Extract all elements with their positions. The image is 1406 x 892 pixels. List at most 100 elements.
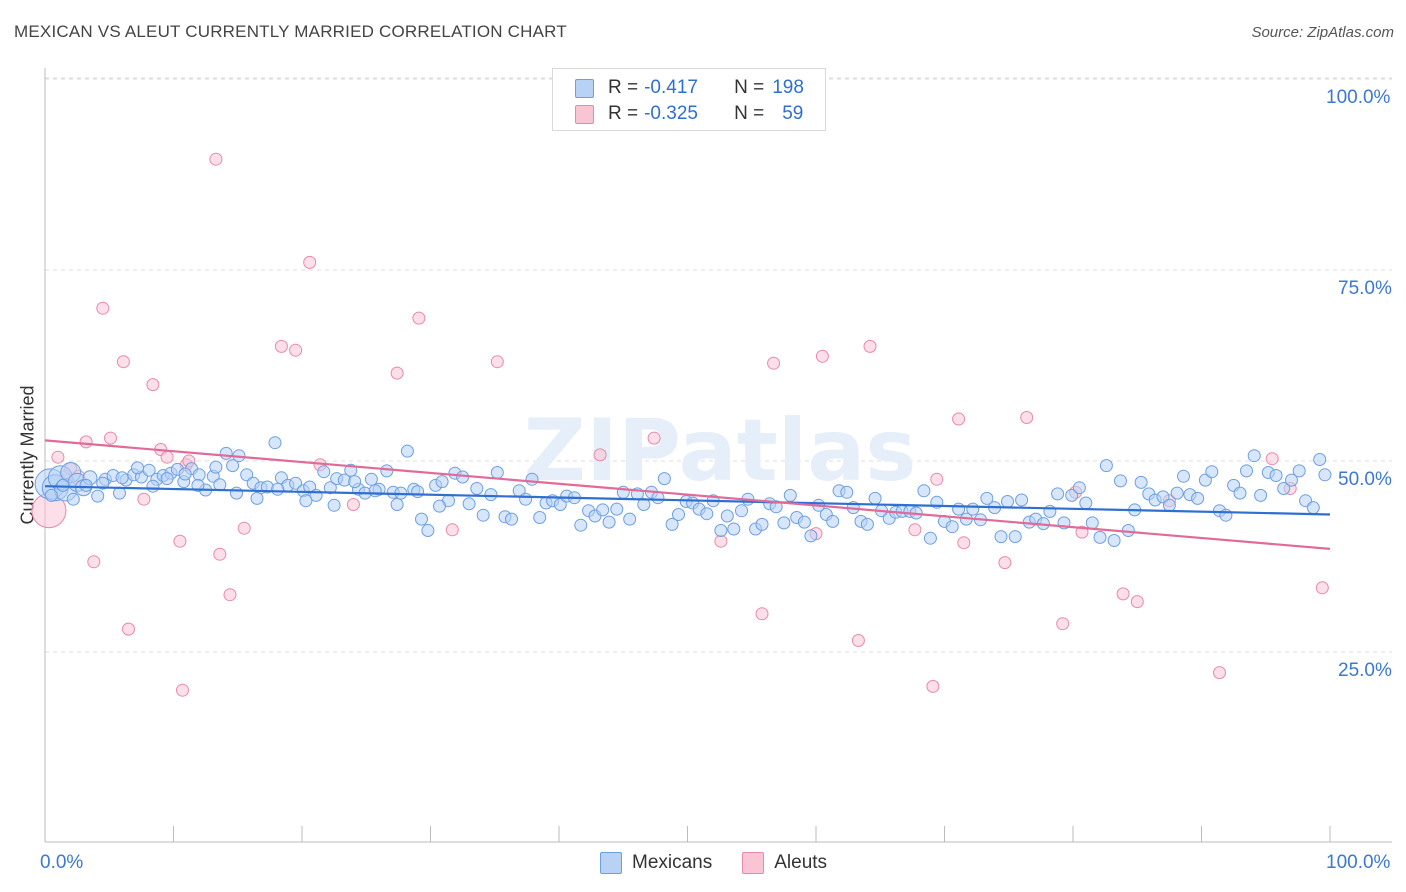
- mexican-point: [400, 444, 414, 458]
- stats-row-mexicans: R = -0.417 N = 198: [575, 75, 804, 101]
- mexican-point: [1093, 530, 1107, 544]
- mexican-point: [980, 491, 994, 505]
- mexican-point: [602, 515, 616, 529]
- aleut-point: [1265, 452, 1279, 466]
- mexican-point: [44, 488, 58, 502]
- aleut-point: [998, 556, 1012, 570]
- source-label: Source: ZipAtlas.com: [1251, 24, 1394, 41]
- aleut-point: [926, 679, 940, 693]
- mexican-point: [250, 491, 264, 505]
- mexican-point: [1114, 474, 1127, 488]
- aleut-point: [755, 607, 769, 621]
- mexican-point: [1205, 465, 1219, 479]
- y-tick-label-75: 75.0%: [1338, 278, 1392, 299]
- n-value-aleuts: 59: [782, 103, 804, 124]
- mexican-point: [1306, 501, 1320, 515]
- mexican-point: [1277, 482, 1291, 495]
- mexican-point: [657, 472, 671, 486]
- x-tick-label-min: 0.0%: [40, 852, 84, 873]
- mexican-point: [1107, 534, 1121, 547]
- aleut-point: [104, 431, 117, 445]
- mexican-point: [1191, 491, 1205, 505]
- mexican-point: [797, 515, 811, 529]
- aleut-point: [593, 448, 607, 462]
- mexican-point: [411, 485, 425, 499]
- mexican-point: [268, 436, 282, 450]
- mexican-point: [769, 500, 783, 514]
- y-tick-label-50: 50.0%: [1338, 469, 1392, 490]
- mexican-point: [1079, 496, 1093, 510]
- mexican-point: [327, 498, 341, 512]
- mexican-point: [178, 467, 192, 481]
- aleut-point: [1020, 411, 1034, 424]
- mexican-point: [1015, 493, 1029, 507]
- mexican-point: [191, 478, 205, 492]
- aleut-point: [390, 366, 404, 380]
- mexican-point: [226, 459, 240, 473]
- aleut-point: [209, 152, 223, 166]
- mexican-point: [390, 498, 404, 511]
- aleut-point: [223, 588, 237, 602]
- mexican-point: [623, 512, 637, 526]
- mexican-point: [490, 466, 504, 479]
- mexican-point: [364, 472, 378, 486]
- mexican-point: [1233, 486, 1247, 500]
- mexican-point: [735, 504, 748, 518]
- r-value-aleuts: -0.325: [644, 103, 698, 124]
- mexican-point: [720, 509, 734, 523]
- aleut-point: [176, 683, 189, 697]
- mexican-point: [1099, 459, 1113, 473]
- aleut-point: [957, 536, 971, 550]
- legend-swatch-aleuts: [742, 852, 765, 874]
- mexican-point: [289, 476, 303, 490]
- mexican-point: [1065, 488, 1079, 502]
- mexican-point: [91, 489, 105, 503]
- aleut-point: [445, 523, 459, 537]
- mexican-point: [777, 516, 791, 530]
- aleut-point: [1056, 617, 1070, 631]
- watermark: ZIPatlas: [524, 401, 917, 501]
- mexican-point: [146, 479, 160, 493]
- mexican-point: [1247, 449, 1261, 463]
- aleut-point: [274, 339, 288, 353]
- mexican-point: [160, 472, 174, 486]
- aleut-point: [1130, 595, 1144, 609]
- mexican-point: [1008, 530, 1022, 544]
- mexican-point: [596, 503, 610, 517]
- aleut-point: [1213, 666, 1226, 680]
- aleut-point: [87, 555, 101, 569]
- mexican-point: [66, 492, 80, 506]
- aleut-point: [647, 431, 661, 445]
- legend-item-aleuts[interactable]: Aleuts: [742, 852, 827, 874]
- mexican-point: [1254, 488, 1268, 502]
- aleut-point: [122, 622, 135, 636]
- aleut-trend-line: [44, 439, 1331, 550]
- trend-lines: [44, 439, 1331, 550]
- mexican-point: [804, 529, 818, 543]
- mexican-point: [433, 499, 446, 513]
- mexican-point: [209, 460, 223, 474]
- mexican-point: [1134, 475, 1148, 489]
- mexican-point: [368, 484, 382, 498]
- r-value-mexicans: -0.417: [644, 77, 698, 98]
- mexican-point: [840, 485, 854, 499]
- legend-item-mexicans[interactable]: Mexicans: [600, 852, 712, 874]
- stats-row-aleuts: R = -0.325 N = 59: [575, 101, 803, 127]
- legend-label-aleuts: Aleuts: [774, 852, 828, 873]
- mexican-point: [1240, 464, 1253, 478]
- mexican-point: [192, 468, 206, 482]
- mexican-point: [525, 472, 539, 486]
- mexican-point: [1001, 495, 1014, 508]
- mexican-point: [1269, 469, 1283, 482]
- mexican-point: [505, 512, 518, 526]
- mexicans-swatch: [575, 78, 594, 98]
- aleut-point: [952, 412, 966, 426]
- aleut-point: [767, 356, 781, 370]
- mexican-point: [917, 484, 931, 498]
- mexican-point: [672, 508, 685, 521]
- mexican-point: [1051, 487, 1065, 501]
- aleut-point: [289, 343, 303, 357]
- mexican-point: [1292, 464, 1306, 478]
- aleut-point: [51, 450, 65, 464]
